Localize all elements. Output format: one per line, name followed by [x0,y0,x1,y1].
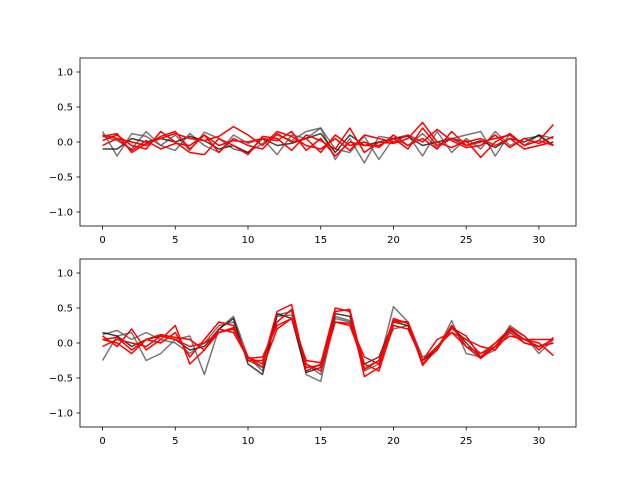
y-tick-label: −0.5 [49,173,73,184]
chart-top: 0 5 10 15 20 25 30 −1.0 −0.5 0.0 0.5 1.0 [49,57,577,246]
x-tick-label: 10 [242,235,255,246]
y-tick-label: 1.0 [57,68,73,79]
series-line-red-6 [102,317,554,365]
x-tick-label: 15 [314,436,327,447]
x-tick-label: 30 [533,436,546,447]
x-tick-label: 5 [172,235,178,246]
x-tick-label: 25 [460,436,473,447]
x-tick-label: 20 [387,235,400,246]
series-line-red-4 [102,308,554,371]
y-tick-label: 0.0 [57,138,73,149]
y-tick-label: 0.0 [57,339,73,350]
x-tick-label: 25 [460,235,473,246]
x-tick-label: 0 [99,235,105,246]
y-tick-label: −1.0 [49,208,73,219]
chart-bottom: 0 5 10 15 20 25 30 −1.0 −0.5 0.0 0.5 1.0 [49,258,577,447]
x-tick-label: 0 [99,436,105,447]
x-tick-label: 10 [242,436,255,447]
x-tick-label: 20 [387,436,400,447]
y-tick-label: −0.5 [49,374,73,385]
series-line-gray-1 [102,127,554,161]
series-group [101,121,555,164]
y-tick-label: 0.5 [57,103,73,114]
x-tick-label: 5 [172,436,178,447]
series-line-red-5 [102,317,554,372]
y-tick-label: 1.0 [57,269,73,280]
y-tick-label: −1.0 [49,409,73,420]
x-tick-label: 30 [533,235,546,246]
x-tick-label: 15 [314,235,327,246]
series-line-red-6 [102,130,554,154]
y-tick-label: 0.5 [57,304,73,315]
series-group [101,303,554,383]
series-line-red-5 [102,127,554,157]
